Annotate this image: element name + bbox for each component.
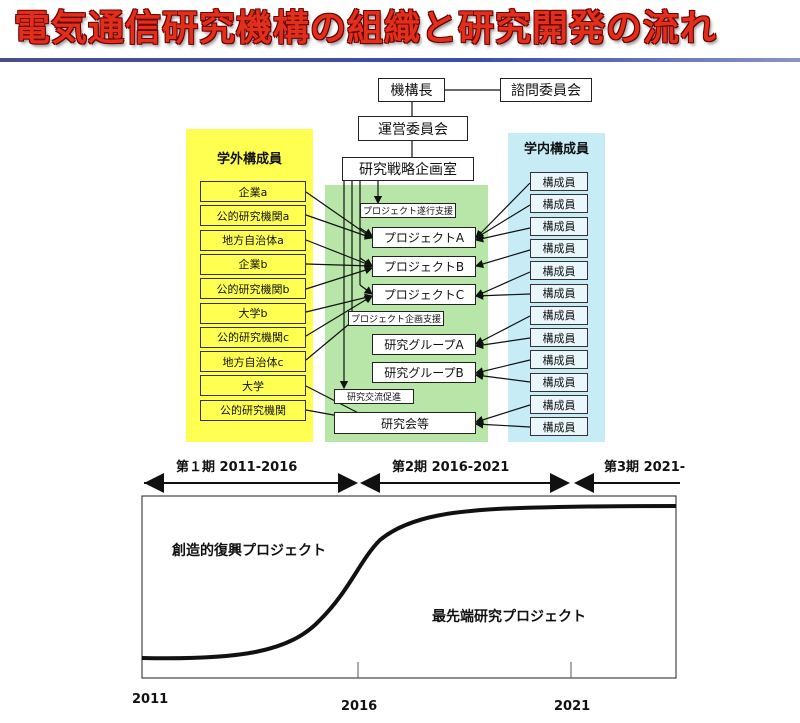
external-member: 大学 [200,375,306,397]
period-1-label: 第１期 2011-2016 [176,460,298,475]
internal-member: 構成員 [530,283,588,303]
external-header: 学外構成員 [216,152,282,167]
internal-member: 構成員 [530,350,588,370]
group-b-box: 研究グループB [372,362,476,383]
project-b-box: プロジェクトB [372,256,476,277]
project-a-box: プロジェクトA [372,227,476,248]
internal-member: 構成員 [530,261,588,281]
advisory-box: 諮問委員会 [500,78,592,102]
support-progress-box: プロジェクト遂行支援 [360,203,456,218]
group-a-box: 研究グループA [372,334,476,355]
steering-box: 運営委員会 [358,116,468,141]
period-2-label: 第2期 2016-2021 [392,460,510,475]
external-member: 地方自治体a [200,229,306,251]
external-member: 企業b [200,253,306,275]
internal-member: 構成員 [530,305,588,325]
project-c-box: プロジェクトC [372,284,476,305]
page-title: 電気通信研究機構の組織と研究開発の流れ [14,8,718,49]
external-member: 公的研究機関c [200,326,306,348]
internal-header: 学内構成員 [523,142,589,157]
period-3-label: 第3期 2021- [604,460,686,475]
external-member: 公的研究機関a [200,205,306,227]
external-member: 大学b [200,302,306,324]
title-underline [0,58,800,62]
revival-project-label: 創造的復興プロジェクト [172,543,326,559]
planning-box: 研究戦略企画室 [342,157,474,181]
external-member: 企業a [200,181,306,202]
internal-member: 構成員 [530,328,588,348]
internal-member: 構成員 [530,372,588,392]
year-2011-label: 2011 [132,692,169,707]
internal-member: 構成員 [530,395,588,414]
advanced-project-label: 最先端研究プロジェクト [432,609,586,625]
support-planning-box: プロジェクト企画支援 [348,311,444,326]
internal-member: 構成員 [530,172,588,191]
external-member: 公的研究機関b [200,278,306,300]
director-box: 機構長 [378,78,445,102]
internal-member: 構成員 [530,216,588,236]
year-2021-label: 2021 [554,699,591,714]
internal-member: 構成員 [530,238,588,258]
internal-member: 構成員 [530,194,588,214]
exchange-box: 研究交流促進 [334,389,414,404]
year-2016-label: 2016 [341,699,378,714]
study-box: 研究会等 [334,412,476,434]
internal-member: 構成員 [530,417,588,437]
external-member: 公的研究機関 [200,399,306,421]
external-member: 地方自治体c [200,351,306,373]
